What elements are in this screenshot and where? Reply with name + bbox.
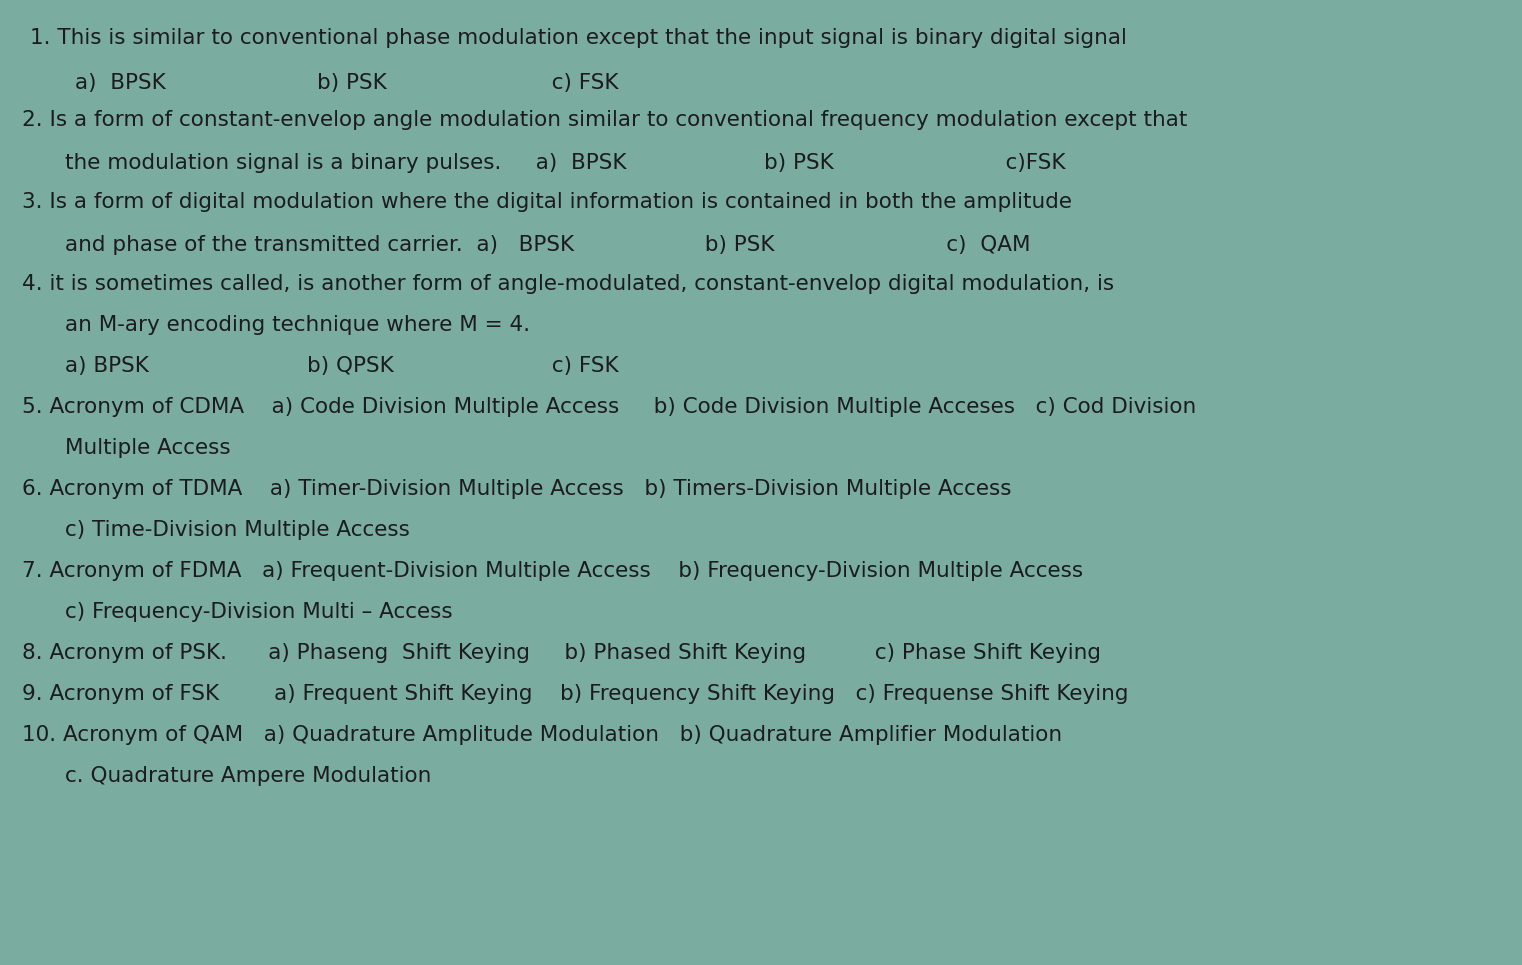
Text: and phase of the transmitted carrier.  a)   BPSK                   b) PSK       : and phase of the transmitted carrier. a)…: [65, 235, 1030, 255]
Text: 7. Acronym of FDMA   a) Frequent-Division Multiple Access    b) Frequency-Divisi: 7. Acronym of FDMA a) Frequent-Division …: [21, 561, 1084, 581]
Text: 2. Is a form of constant-envelop angle modulation similar to conventional freque: 2. Is a form of constant-envelop angle m…: [21, 110, 1187, 130]
Text: c. Quadrature Ampere Modulation: c. Quadrature Ampere Modulation: [65, 766, 431, 786]
Text: a) BPSK                       b) QPSK                       c) FSK: a) BPSK b) QPSK c) FSK: [65, 356, 618, 376]
Text: an M-ary encoding technique where M = 4.: an M-ary encoding technique where M = 4.: [65, 315, 530, 335]
Text: the modulation signal is a binary pulses.     a)  BPSK                    b) PSK: the modulation signal is a binary pulses…: [65, 153, 1065, 173]
Text: 10. Acronym of QAM   a) Quadrature Amplitude Modulation   b) Quadrature Amplifie: 10. Acronym of QAM a) Quadrature Amplitu…: [21, 725, 1062, 745]
Text: 1. This is similar to conventional phase modulation except that the input signal: 1. This is similar to conventional phase…: [30, 28, 1126, 48]
Text: a)  BPSK                      b) PSK                        c) FSK: a) BPSK b) PSK c) FSK: [75, 73, 618, 93]
Text: Multiple Access: Multiple Access: [65, 438, 231, 458]
Text: 4. it is sometimes called, is another form of angle-modulated, constant-envelop : 4. it is sometimes called, is another fo…: [21, 274, 1114, 294]
Text: 9. Acronym of FSK        a) Frequent Shift Keying    b) Frequency Shift Keying  : 9. Acronym of FSK a) Frequent Shift Keyi…: [21, 684, 1128, 704]
Text: 6. Acronym of TDMA    a) Timer-Division Multiple Access   b) Timers-Division Mul: 6. Acronym of TDMA a) Timer-Division Mul…: [21, 479, 1012, 499]
Text: 5. Acronym of CDMA    a) Code Division Multiple Access     b) Code Division Mult: 5. Acronym of CDMA a) Code Division Mult…: [21, 397, 1196, 417]
Text: 8. Acronym of PSK.      a) Phaseng  Shift Keying     b) Phased Shift Keying     : 8. Acronym of PSK. a) Phaseng Shift Keyi…: [21, 643, 1100, 663]
Text: c) Time-Division Multiple Access: c) Time-Division Multiple Access: [65, 520, 409, 540]
Text: c) Frequency-Division Multi – Access: c) Frequency-Division Multi – Access: [65, 602, 452, 622]
Text: 3. Is a form of digital modulation where the digital information is contained in: 3. Is a form of digital modulation where…: [21, 192, 1071, 212]
